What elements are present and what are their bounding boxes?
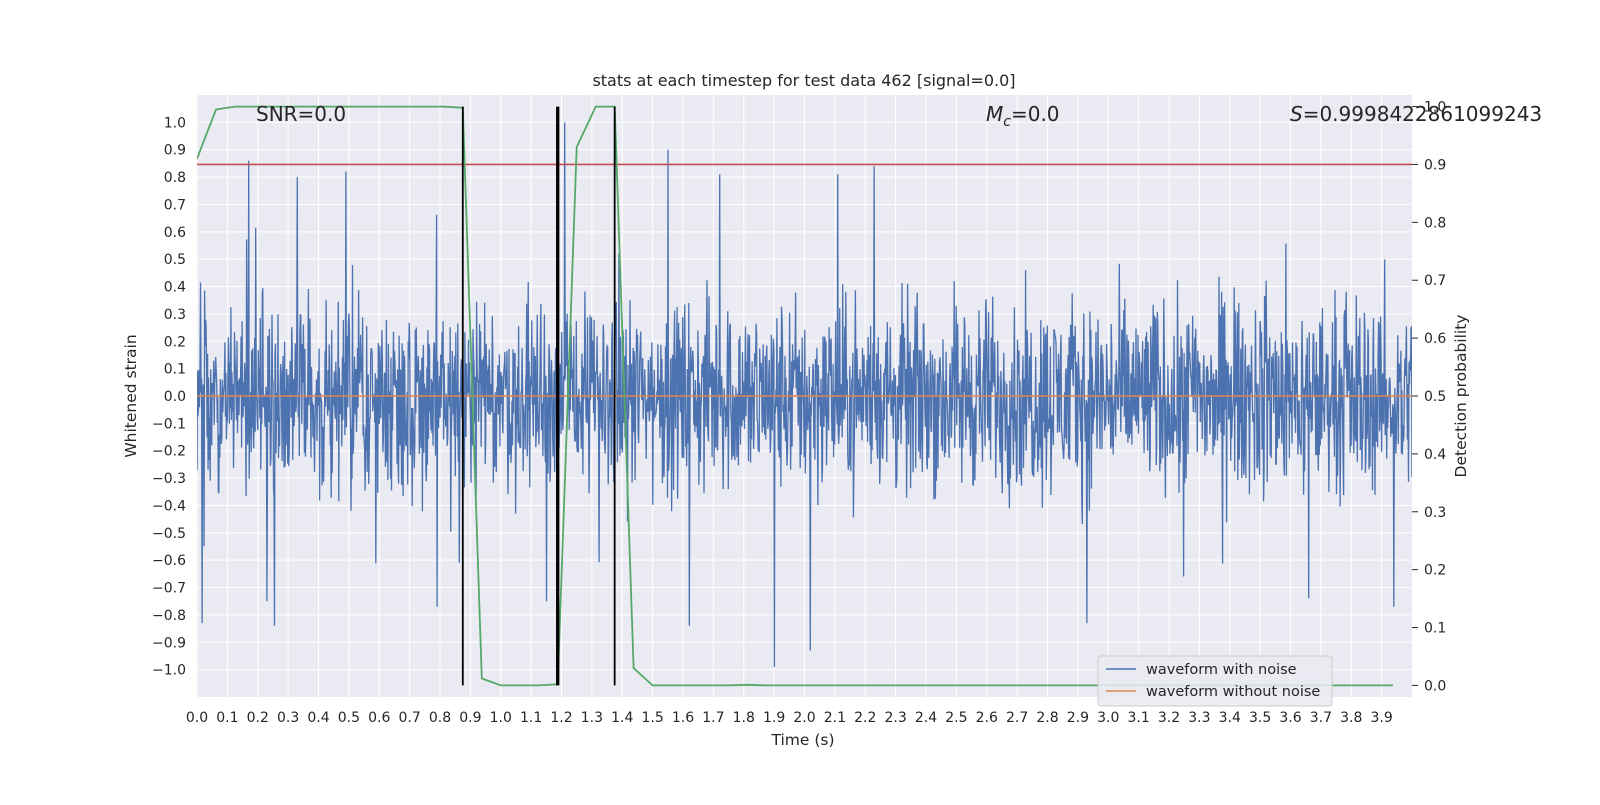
x-tick-label: 3.4: [1219, 710, 1241, 726]
legend-box: [1097, 655, 1333, 707]
x-tick-label: 0.8: [429, 710, 451, 726]
series-waveform-with-noise: [197, 122, 1412, 667]
x-tick-label: 2.1: [824, 710, 846, 726]
x-tick-label: 2.6: [976, 710, 998, 726]
y-tick-label-left: 0.2: [164, 334, 186, 350]
y-tick-label-left: −1.0: [152, 663, 186, 679]
y-tick-label-left: 0.6: [164, 225, 186, 241]
x-tick-label: 2.5: [945, 710, 967, 726]
y-tick-label-left: 1.0: [164, 115, 186, 131]
y-tick-label-right: 0.1: [1424, 621, 1446, 637]
x-tick-label: 3.3: [1188, 710, 1210, 726]
x-tick-label: 0.6: [368, 710, 390, 726]
s-symbol: S: [1290, 102, 1303, 126]
x-tick-label: 0.3: [277, 710, 299, 726]
x-tick-label: 0.2: [247, 710, 269, 726]
y-axis-label-right: Detection probability: [1452, 315, 1470, 478]
s-annotation: S=0.9998422861099243: [1290, 102, 1542, 126]
y-tick-label-left: 0.8: [164, 170, 186, 186]
x-axis-label: Time (s): [770, 731, 834, 749]
x-tick-label: 3.2: [1158, 710, 1180, 726]
mc-value: =0.0: [1011, 102, 1060, 126]
x-tick-label: 0.1: [216, 710, 238, 726]
x-tick-label: 1.3: [581, 710, 603, 726]
x-tick-label: 1.9: [763, 710, 785, 726]
y-tick-label-right: 0.0: [1424, 678, 1446, 694]
y-tick-label-left: 0.4: [164, 280, 186, 296]
x-tick-label: 2.7: [1006, 710, 1028, 726]
y-tick-label-left: −0.2: [152, 444, 186, 460]
x-tick-label: 1.0: [490, 710, 512, 726]
x-tick-label: 1.4: [611, 710, 633, 726]
x-tick-label: 2.2: [854, 710, 876, 726]
y-tick-label-left: −0.5: [152, 526, 186, 542]
x-tick-label: 0.7: [398, 710, 420, 726]
x-tick-label: 3.7: [1310, 710, 1332, 726]
mc-annotation: Mc=0.0: [986, 102, 1060, 130]
y-tick-label-left: −0.6: [152, 553, 186, 569]
chart-title: stats at each timestep for test data 462…: [592, 71, 1015, 90]
x-tick-label: 3.9: [1370, 710, 1392, 726]
x-tick-label: 3.1: [1127, 710, 1149, 726]
y-tick-label-right: 0.8: [1424, 215, 1446, 231]
y-tick-label-left: −0.8: [152, 608, 186, 624]
y-tick-label-right: 0.5: [1424, 389, 1446, 405]
x-tick-label: 3.5: [1249, 710, 1271, 726]
x-tick-label: 1.7: [702, 710, 724, 726]
y-tick-label-left: 0.9: [164, 143, 186, 159]
x-tick-label: 2.8: [1036, 710, 1058, 726]
y-axis-label-left: Whitened strain: [122, 334, 140, 457]
y-tick-label-left: 0.7: [164, 197, 186, 213]
y-tick-label-right: 0.7: [1424, 273, 1446, 289]
ticks: 0.0 0.1 0.2 0.3 0.4 0.5 0.6 0.7 0.8 0.9 1.0 1.1 1.2 1…: [152, 100, 1446, 726]
x-tick-label: 1.8: [733, 710, 755, 726]
x-tick-label: 2.9: [1067, 710, 1089, 726]
y-tick-label-right: 0.6: [1424, 331, 1446, 347]
y-tick-label-right: 0.3: [1424, 505, 1446, 521]
x-tick-label: 3.0: [1097, 710, 1119, 726]
x-tick-label: 3.6: [1279, 710, 1301, 726]
series-layer: [197, 105, 1412, 687]
x-tick-label: 1.1: [520, 710, 542, 726]
x-tick-label: 1.2: [550, 710, 572, 726]
y-tick-label-right: 1.0: [1424, 100, 1446, 116]
y-tick-label-right: 0.2: [1424, 563, 1446, 579]
y-tick-label-right: 0.9: [1424, 157, 1446, 173]
y-tick-label-left: −0.3: [152, 471, 186, 487]
y-tick-label-left: −0.1: [152, 416, 186, 432]
x-tick-label: 2.4: [915, 710, 937, 726]
y-tick-label-left: 0.0: [164, 389, 186, 405]
x-tick-label: 2.0: [793, 710, 815, 726]
mc-symbol: M: [986, 102, 1003, 126]
legend-label-noise: waveform with noise: [1146, 662, 1297, 678]
s-value: =0.9998422861099243: [1303, 102, 1542, 126]
x-tick-label: 3.8: [1340, 710, 1362, 726]
y-tick-label-right: 0.4: [1424, 447, 1446, 463]
x-tick-label: 2.3: [884, 710, 906, 726]
y-tick-label-left: −0.4: [152, 498, 186, 514]
x-tick-label: 0.4: [307, 710, 329, 726]
y-tick-label-left: −0.7: [152, 581, 186, 597]
x-tick-label: 0.5: [338, 710, 360, 726]
mc-subscript: c: [1003, 114, 1011, 130]
x-tick-label: 0.0: [186, 710, 208, 726]
x-tick-label: 1.5: [641, 710, 663, 726]
x-tick-label: 1.6: [672, 710, 694, 726]
legend-label-clean: waveform without noise: [1146, 684, 1320, 700]
y-tick-label-left: −0.9: [152, 635, 186, 651]
y-tick-label-left: 0.5: [164, 252, 186, 268]
legend: waveform with noise waveform without noi…: [1097, 655, 1333, 707]
y-tick-label-left: 0.1: [164, 362, 186, 378]
x-tick-label: 0.9: [459, 710, 481, 726]
snr-annotation: SNR=0.0: [256, 102, 346, 126]
y-tick-label-left: 0.3: [164, 307, 186, 323]
